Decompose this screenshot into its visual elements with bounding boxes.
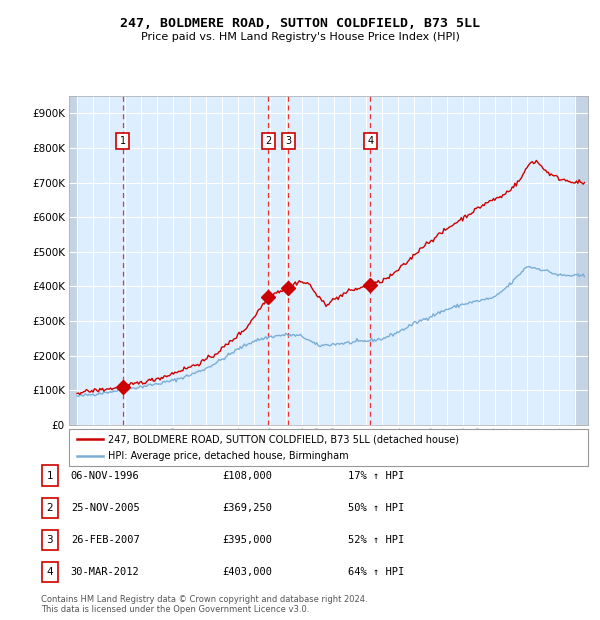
Text: 50% ↑ HPI: 50% ↑ HPI <box>348 503 404 513</box>
Text: £369,250: £369,250 <box>222 503 272 513</box>
Text: 2: 2 <box>265 136 271 146</box>
Text: 4: 4 <box>46 567 53 577</box>
Text: £403,000: £403,000 <box>222 567 272 577</box>
Text: HPI: Average price, detached house, Birmingham: HPI: Average price, detached house, Birm… <box>108 451 349 461</box>
Text: 3: 3 <box>46 535 53 545</box>
Text: 1: 1 <box>46 471 53 480</box>
Text: 17% ↑ HPI: 17% ↑ HPI <box>348 471 404 480</box>
Text: This data is licensed under the Open Government Licence v3.0.: This data is licensed under the Open Gov… <box>41 604 309 614</box>
Text: 26-FEB-2007: 26-FEB-2007 <box>71 535 140 545</box>
Text: 06-NOV-1996: 06-NOV-1996 <box>71 471 140 480</box>
Text: 25-NOV-2005: 25-NOV-2005 <box>71 503 140 513</box>
Text: 1: 1 <box>120 136 126 146</box>
Text: 64% ↑ HPI: 64% ↑ HPI <box>348 567 404 577</box>
Text: 52% ↑ HPI: 52% ↑ HPI <box>348 535 404 545</box>
Text: Contains HM Land Registry data © Crown copyright and database right 2024.: Contains HM Land Registry data © Crown c… <box>41 595 367 604</box>
Text: 30-MAR-2012: 30-MAR-2012 <box>71 567 140 577</box>
Text: 2: 2 <box>46 503 53 513</box>
Text: Price paid vs. HM Land Registry's House Price Index (HPI): Price paid vs. HM Land Registry's House … <box>140 32 460 42</box>
Text: £395,000: £395,000 <box>222 535 272 545</box>
Text: 3: 3 <box>285 136 292 146</box>
Text: £108,000: £108,000 <box>222 471 272 480</box>
Text: 4: 4 <box>367 136 373 146</box>
Text: 247, BOLDMERE ROAD, SUTTON COLDFIELD, B73 5LL (detached house): 247, BOLDMERE ROAD, SUTTON COLDFIELD, B7… <box>108 434 459 444</box>
Text: 247, BOLDMERE ROAD, SUTTON COLDFIELD, B73 5LL: 247, BOLDMERE ROAD, SUTTON COLDFIELD, B7… <box>120 17 480 30</box>
